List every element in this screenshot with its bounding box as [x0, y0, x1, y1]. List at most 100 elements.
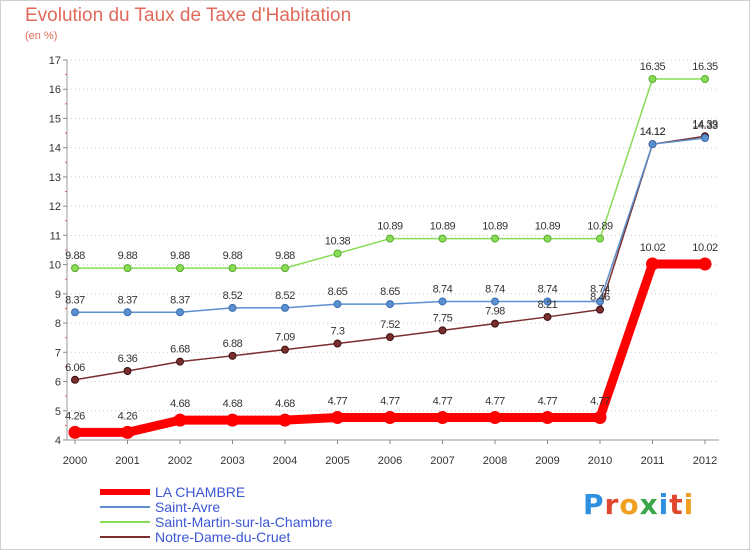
data-point-la-chambre [278, 413, 292, 427]
data-point-saint-avre [386, 300, 394, 309]
data-point-notre-dame-du-cruet [596, 305, 604, 314]
legend-label-saint-avre: Saint-Avre [155, 499, 221, 515]
data-label-la-chambre: 4.68 [170, 398, 190, 410]
data-label-saint-avre: 8.74 [433, 283, 453, 295]
data-label-saint-avre: 8.65 [328, 286, 348, 298]
data-point-notre-dame-du-cruet [543, 312, 552, 321]
data-label-saint-avre: 8.52 [223, 290, 243, 302]
x-tick-label: 2002 [168, 455, 192, 467]
data-point-notre-dame-du-cruet [281, 345, 289, 354]
data-label-la-chambre: 4.77 [485, 395, 505, 407]
data-point-saint-avre [596, 297, 604, 306]
x-tick-label: 2006 [378, 455, 402, 467]
data-point-saint-martin-sur-la-chambre [648, 75, 657, 83]
data-point-saint-martin-sur-la-chambre [123, 264, 132, 273]
data-point-saint-martin-sur-la-chambre [281, 264, 289, 273]
data-point-saint-avre [333, 300, 342, 309]
y-tick-label: 5 [55, 406, 61, 418]
legend-label-la-chambre: LA CHAMBRE [155, 484, 246, 500]
data-label-notre-dame-du-cruet: 7.98 [485, 306, 505, 318]
data-label-notre-dame-du-cruet: 8.21 [538, 299, 558, 311]
data-point-saint-martin-sur-la-chambre [333, 249, 342, 258]
data-label-saint-avre: 14.33 [692, 120, 718, 132]
legend-swatch-la-chambre [100, 489, 150, 495]
data-label-la-chambre: 4.26 [65, 410, 85, 422]
data-label-saint-martin-sur-la-chambre: 9.88 [118, 250, 138, 262]
data-label-notre-dame-du-cruet: 7.52 [380, 319, 400, 331]
data-point-saint-avre [71, 308, 79, 317]
data-label-saint-martin-sur-la-chambre: 16.35 [640, 61, 666, 73]
data-label-la-chambre: 4.26 [118, 410, 138, 422]
legend-swatch-notre-dame [100, 536, 150, 538]
data-point-la-chambre [488, 410, 502, 424]
y-tick-label: 6 [55, 377, 61, 389]
y-tick-label: 17 [49, 55, 61, 67]
data-label-la-chambre: 4.77 [433, 395, 453, 407]
data-label-notre-dame-du-cruet: 6.06 [65, 362, 85, 374]
x-tick-label: 2004 [273, 455, 297, 467]
data-point-saint-avre [648, 140, 657, 149]
data-label-saint-avre: 8.74 [485, 283, 505, 295]
legend-swatch-saint-avre [100, 506, 150, 508]
data-point-saint-martin-sur-la-chambre [71, 264, 79, 273]
data-label-saint-martin-sur-la-chambre: 10.38 [325, 236, 351, 248]
data-label-saint-martin-sur-la-chambre: 9.88 [170, 250, 190, 262]
chart-subtitle: (en %) [25, 30, 58, 42]
data-point-la-chambre [436, 410, 449, 424]
logo-letter: i [658, 488, 670, 521]
logo-letter: i [683, 488, 695, 521]
data-point-notre-dame-du-cruet [438, 326, 447, 335]
data-label-saint-avre: 8.65 [380, 286, 400, 298]
data-label-saint-avre: 8.37 [118, 294, 138, 306]
data-label-saint-martin-sur-la-chambre: 10.89 [587, 221, 613, 233]
x-tick-label: 2005 [325, 455, 349, 467]
legend-item-la-chambre: LA CHAMBRE [100, 484, 400, 500]
x-tick-label: 2010 [588, 455, 612, 467]
data-point-saint-martin-sur-la-chambre [701, 75, 709, 83]
data-point-saint-martin-sur-la-chambre [176, 264, 184, 273]
data-label-la-chambre: 4.77 [590, 395, 610, 407]
data-point-saint-avre [281, 303, 289, 312]
data-point-saint-avre [491, 297, 499, 306]
proxiti-logo: Proxiti [583, 488, 694, 521]
data-label-saint-avre: 8.74 [590, 283, 610, 295]
data-point-saint-martin-sur-la-chambre [596, 234, 604, 243]
x-tick-label: 2009 [535, 455, 559, 467]
data-label-la-chambre: 4.77 [328, 395, 348, 407]
data-label-saint-avre: 8.52 [275, 290, 295, 302]
data-label-notre-dame-du-cruet: 14.12 [640, 126, 666, 138]
data-point-saint-martin-sur-la-chambre [228, 264, 237, 273]
data-point-saint-avre [438, 297, 447, 306]
logo-letter: t [669, 488, 684, 521]
data-point-saint-avre [123, 308, 132, 317]
y-tick-label: 15 [49, 113, 61, 125]
data-point-notre-dame-du-cruet [386, 333, 394, 342]
data-label-la-chambre: 4.68 [275, 398, 295, 410]
y-tick-label: 7 [55, 347, 61, 359]
data-label-saint-martin-sur-la-chambre: 10.89 [482, 221, 508, 233]
data-label-la-chambre: 10.02 [692, 242, 718, 254]
data-label-saint-avre: 8.37 [65, 294, 85, 306]
x-tick-label: 2003 [220, 455, 244, 467]
data-label-saint-martin-sur-la-chambre: 10.89 [535, 221, 561, 233]
plot-area [67, 60, 719, 440]
data-label-notre-dame-du-cruet: 8.46 [590, 292, 610, 304]
data-label-notre-dame-du-cruet: 6.88 [223, 338, 243, 350]
x-tick-label: 2001 [115, 455, 139, 467]
data-label-saint-avre: 14.12 [640, 126, 666, 138]
y-tick-label: 13 [49, 172, 61, 184]
data-point-notre-dame-du-cruet [491, 319, 499, 328]
data-point-notre-dame-du-cruet [228, 351, 237, 360]
data-point-saint-avre [228, 303, 237, 312]
legend-label-saint-martin: Saint-Martin-sur-la-Chambre [155, 514, 333, 530]
data-point-saint-avre [176, 308, 184, 317]
x-tick-label: 2008 [483, 455, 507, 467]
data-point-la-chambre [121, 425, 134, 439]
data-point-saint-avre [701, 134, 709, 143]
data-label-saint-martin-sur-la-chambre: 10.89 [430, 221, 456, 233]
data-point-saint-martin-sur-la-chambre [438, 234, 447, 243]
data-label-saint-martin-sur-la-chambre: 9.88 [65, 250, 85, 262]
data-label-notre-dame-du-cruet: 6.68 [170, 344, 190, 356]
data-label-saint-avre: 8.37 [170, 294, 190, 306]
